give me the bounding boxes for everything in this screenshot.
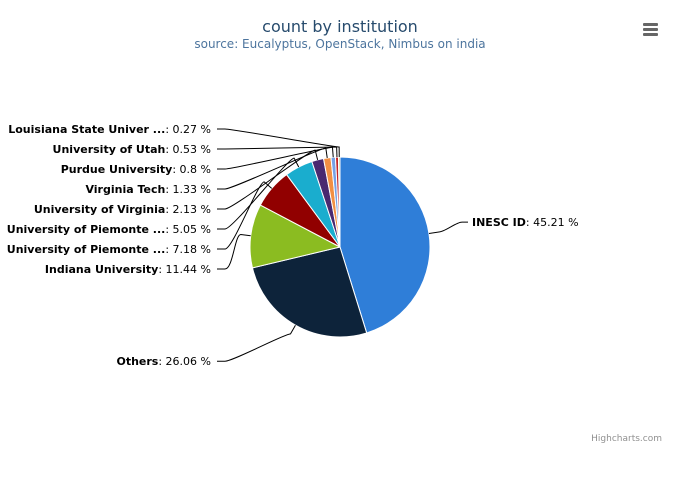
data-label-name: University of Piemonte ... <box>7 223 166 236</box>
data-label: INESC ID: 45.21 % <box>472 216 579 229</box>
data-label-name: Louisiana State Univer ... <box>8 123 165 136</box>
export-menu-button[interactable] <box>636 18 664 42</box>
chart-title: count by institution <box>262 17 418 36</box>
data-label: Indiana University: 11.44 % <box>45 263 211 276</box>
label-connector <box>428 221 468 235</box>
pie-slice[interactable] <box>251 246 368 338</box>
label-connector <box>217 234 251 270</box>
data-label: University of Piemonte ...: 7.18 % <box>7 243 211 256</box>
pie-slice[interactable] <box>337 156 341 248</box>
data-label-value: : 0.53 % <box>165 143 211 156</box>
data-label-value: : 45.21 % <box>526 216 579 229</box>
label-connector <box>217 157 300 230</box>
data-label-name: Indiana University <box>45 263 158 276</box>
data-label-value: : 26.06 % <box>158 355 211 368</box>
label-connector <box>217 128 340 158</box>
data-labels: INESC ID: 45.21 % Others: 26.06 % Indiana … <box>7 123 579 368</box>
data-label: Others: 26.06 % <box>116 355 211 368</box>
pie-slice[interactable] <box>339 156 431 334</box>
label-connector <box>217 181 273 250</box>
data-label: University of Virginia: 2.13 % <box>34 203 211 216</box>
data-label-name: Others <box>116 355 158 368</box>
data-label: University of Piemonte ...: 5.05 % <box>7 223 211 236</box>
data-label-name: University of Piemonte ... <box>7 243 166 256</box>
label-connector <box>217 324 296 362</box>
data-label-name: University of Utah <box>53 143 166 156</box>
label-connectors <box>217 128 468 362</box>
data-label-value: : 5.05 % <box>165 223 211 236</box>
data-label-name: Virginia Tech <box>85 183 165 196</box>
data-label: Louisiana State Univer ...: 0.27 % <box>8 123 211 136</box>
data-label-name: Purdue University <box>61 163 173 176</box>
label-connector <box>217 146 338 158</box>
data-label-name: INESC ID <box>472 216 526 229</box>
data-label: Virginia Tech: 1.33 % <box>85 183 211 196</box>
data-label-value: : 1.33 % <box>165 183 211 196</box>
pie-slice[interactable] <box>249 204 341 269</box>
data-label-value: : 0.8 % <box>172 163 211 176</box>
data-label-value: : 11.44 % <box>158 263 211 276</box>
credits-link[interactable]: Highcharts.com <box>591 434 662 444</box>
data-label-name: University of Virginia <box>34 203 166 216</box>
data-label: University of Utah: 0.53 % <box>53 143 211 156</box>
chart-subtitle: source: Eucalyptus, OpenStack, Nimbus on… <box>194 37 486 51</box>
pie-slices <box>249 156 431 338</box>
data-label-value: : 2.13 % <box>165 203 211 216</box>
data-label-value: : 0.27 % <box>165 123 211 136</box>
data-label-value: : 7.18 % <box>165 243 211 256</box>
data-label: Purdue University: 0.8 % <box>61 163 211 176</box>
